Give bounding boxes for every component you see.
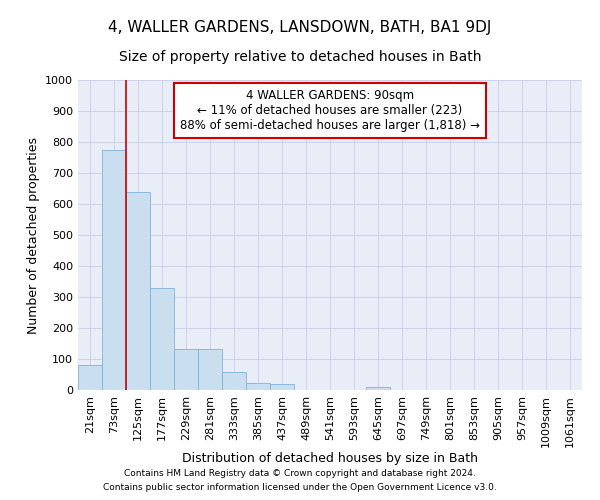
Bar [246, 383, 270, 390]
Bar [150, 288, 174, 390]
Text: Size of property relative to detached houses in Bath: Size of property relative to detached ho… [119, 50, 481, 64]
Bar [174, 349, 198, 390]
Text: Contains HM Land Registry data © Crown copyright and database right 2024.: Contains HM Land Registry data © Crown c… [124, 468, 476, 477]
Bar [198, 349, 222, 390]
Y-axis label: Number of detached properties: Number of detached properties [26, 136, 40, 334]
Bar [366, 387, 390, 390]
Text: 4 WALLER GARDENS: 90sqm
← 11% of detached houses are smaller (223)
88% of semi-d: 4 WALLER GARDENS: 90sqm ← 11% of detache… [180, 90, 480, 132]
Text: Contains public sector information licensed under the Open Government Licence v3: Contains public sector information licen… [103, 484, 497, 492]
Bar [126, 192, 150, 390]
Text: 4, WALLER GARDENS, LANSDOWN, BATH, BA1 9DJ: 4, WALLER GARDENS, LANSDOWN, BATH, BA1 9… [109, 20, 491, 35]
Bar [222, 372, 246, 390]
Bar [78, 365, 102, 390]
X-axis label: Distribution of detached houses by size in Bath: Distribution of detached houses by size … [182, 452, 478, 466]
Bar [270, 384, 294, 390]
Bar [102, 150, 126, 390]
